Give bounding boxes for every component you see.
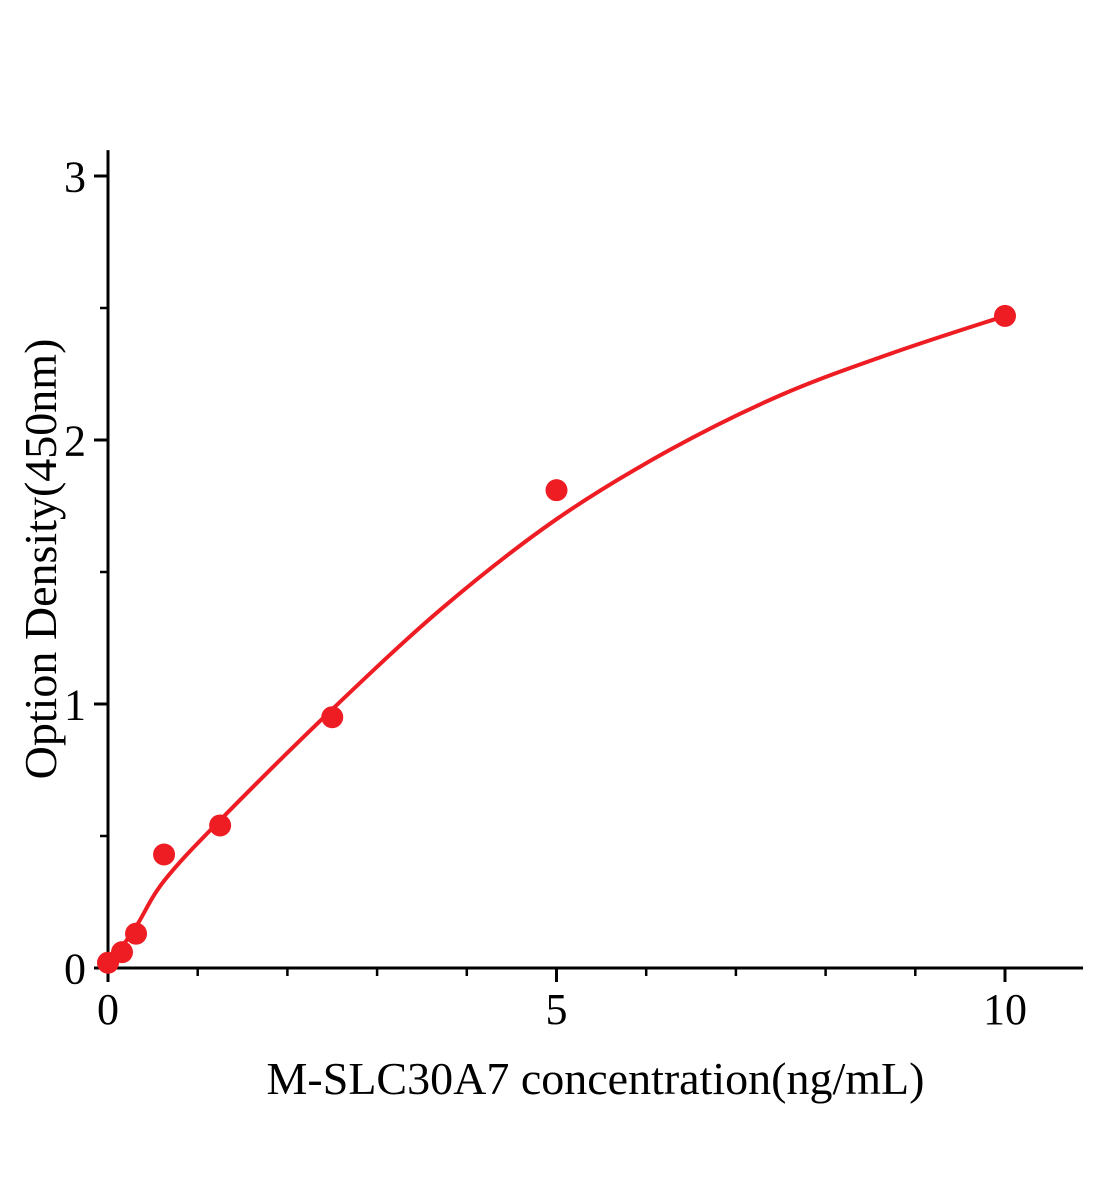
- y-tick-label: 0: [64, 944, 86, 993]
- y-tick-label: 1: [64, 680, 86, 729]
- data-point: [321, 706, 344, 729]
- y-tick-label: 2: [64, 416, 86, 465]
- x-tick-label: 10: [983, 985, 1027, 1034]
- data-point: [110, 941, 133, 964]
- data-point: [209, 814, 232, 837]
- data-point: [994, 304, 1016, 327]
- y-tick-label: 3: [64, 152, 86, 201]
- data-point: [153, 843, 176, 866]
- x-tick-label: 5: [546, 985, 568, 1034]
- x-axis-title: M-SLC30A7 concentration(ng/mL): [266, 1053, 925, 1104]
- x-tick-label: 0: [97, 985, 119, 1034]
- data-point: [545, 479, 568, 502]
- y-axis-title: Option Density(450nm): [15, 338, 66, 780]
- fit-curve: [106, 313, 1007, 968]
- data-point: [125, 922, 148, 945]
